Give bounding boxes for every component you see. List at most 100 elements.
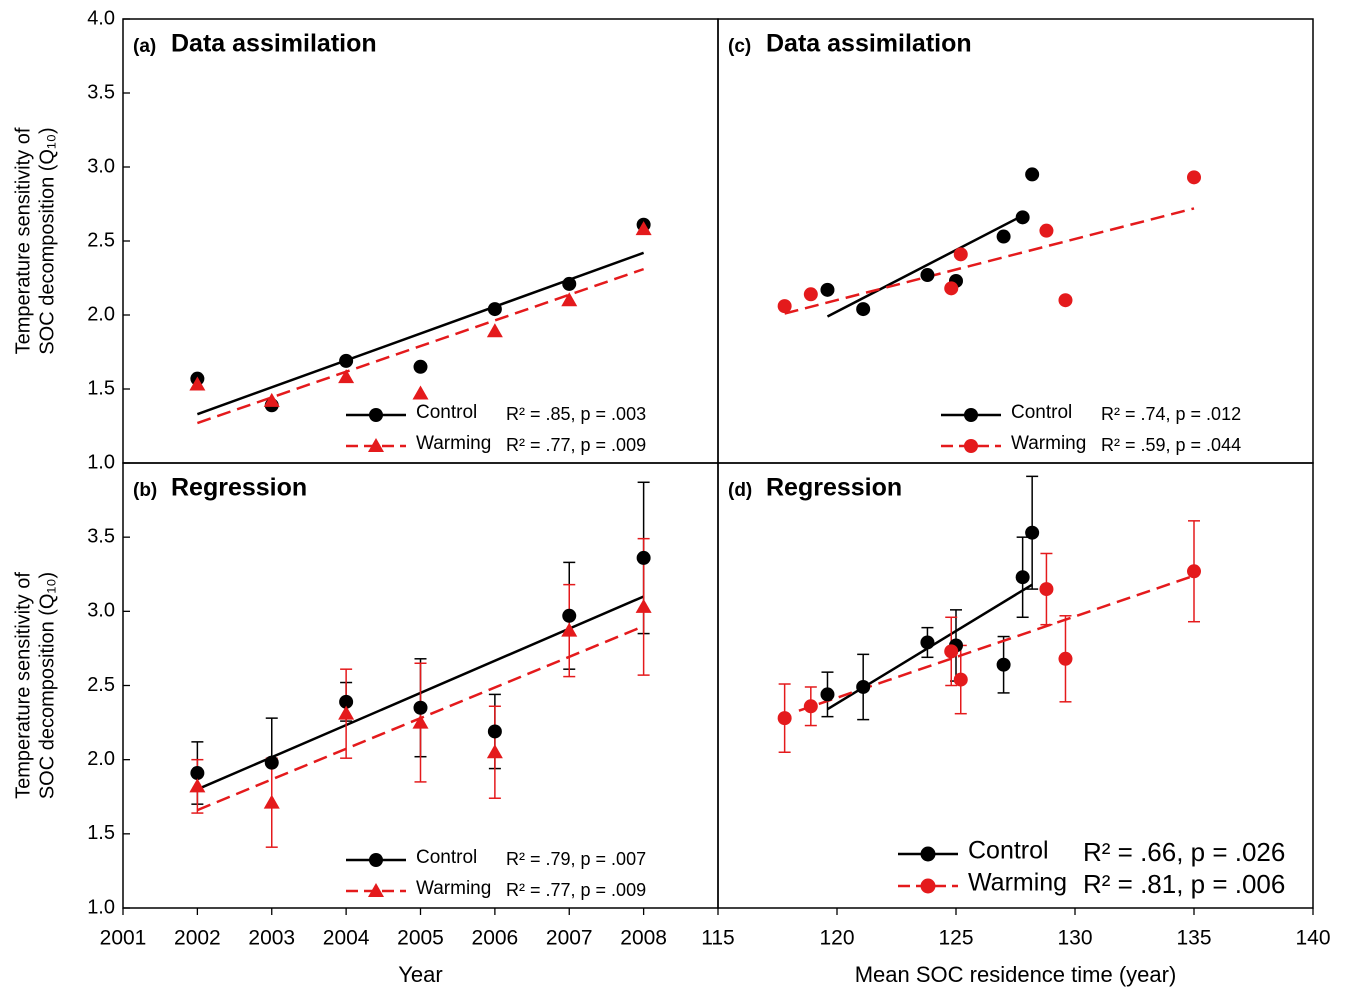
x-tick-label: 130 xyxy=(1057,927,1092,950)
legend-stat: R² = .79, p = .007 xyxy=(506,849,646,869)
y-tick-label: 2.0 xyxy=(87,748,115,770)
panel-title: Regression xyxy=(171,474,307,502)
fit-line xyxy=(196,267,645,425)
fit-line xyxy=(784,207,1195,315)
y-tick-label: 1.5 xyxy=(87,822,115,844)
marker xyxy=(856,679,871,694)
panel-frame xyxy=(717,462,1314,909)
marker xyxy=(263,392,280,407)
legend-marker xyxy=(920,878,936,894)
marker xyxy=(562,276,577,291)
marker xyxy=(486,744,503,759)
x-tick-label: 2006 xyxy=(472,927,519,950)
marker xyxy=(1187,170,1201,185)
y-tick-label: 2.0 xyxy=(87,303,115,325)
panel-label: (b) xyxy=(133,480,157,501)
marker xyxy=(1039,582,1054,597)
panel-label: (a) xyxy=(133,36,156,57)
marker xyxy=(636,550,651,565)
x-tick-label: 120 xyxy=(819,927,854,950)
marker xyxy=(944,281,959,296)
x-tick-label: 2002 xyxy=(174,927,221,950)
legend-label: Control xyxy=(1011,402,1072,423)
x-tick-label: 2003 xyxy=(248,927,295,950)
legend-stat: R² = .74, p = .012 xyxy=(1101,404,1241,424)
marker xyxy=(413,359,428,374)
legend-stat: R² = .81, p = .006 xyxy=(1083,869,1285,899)
legend-stat: R² = .85, p = .003 xyxy=(506,404,646,424)
marker xyxy=(944,644,959,659)
marker xyxy=(856,302,871,317)
marker xyxy=(412,714,429,729)
marker xyxy=(562,608,577,623)
marker xyxy=(996,229,1011,244)
legend-marker xyxy=(368,883,384,897)
panel-title: Data assimilation xyxy=(766,30,972,58)
marker xyxy=(920,635,935,650)
y-axis-label: Temperature sensitivity of xyxy=(12,127,34,354)
legend-label: Warming xyxy=(416,433,491,454)
marker xyxy=(189,376,206,391)
y-tick-label: 3.5 xyxy=(87,525,115,547)
y-tick-label: 3.0 xyxy=(87,600,115,622)
marker xyxy=(338,705,355,720)
legend-label: Control xyxy=(416,847,477,868)
y-tick-label: 3.0 xyxy=(87,155,115,177)
marker xyxy=(920,268,935,283)
x-tick-label: 2008 xyxy=(620,927,667,950)
x-tick-label: 2004 xyxy=(323,927,370,950)
legend-label: Warming xyxy=(1011,433,1086,454)
panel-title: Regression xyxy=(766,474,902,502)
x-tick-label: 115 xyxy=(701,927,734,950)
marker xyxy=(777,711,792,726)
legend-stat: R² = .66, p = .026 xyxy=(1083,837,1285,867)
x-tick-label: 140 xyxy=(1295,927,1330,950)
marker xyxy=(1058,293,1073,308)
marker xyxy=(777,299,792,314)
fit-line xyxy=(826,213,1026,318)
marker xyxy=(996,657,1011,672)
legend-marker xyxy=(964,439,978,453)
legend-stat: R² = .59, p = .044 xyxy=(1101,435,1241,455)
marker xyxy=(189,778,206,793)
x-tick-label: 2005 xyxy=(397,927,444,950)
legend-marker xyxy=(369,408,383,422)
marker xyxy=(803,699,818,714)
marker xyxy=(486,323,503,338)
marker xyxy=(190,766,205,781)
legend-label: Control xyxy=(968,837,1049,865)
panel-title: Data assimilation xyxy=(171,30,377,58)
marker xyxy=(561,622,578,637)
x-tick-label: 135 xyxy=(1176,927,1211,950)
marker xyxy=(412,385,429,400)
marker xyxy=(1015,210,1030,225)
marker xyxy=(953,247,968,262)
legend-label: Warming xyxy=(968,869,1067,897)
marker xyxy=(635,598,652,613)
legend-marker xyxy=(964,408,978,422)
panel-label: (d) xyxy=(728,480,752,501)
marker xyxy=(1039,223,1054,238)
y-axis-label: SOC decomposition (Q₁₀) xyxy=(36,572,58,799)
marker xyxy=(820,687,835,702)
marker xyxy=(1058,651,1073,666)
y-tick-label: 1.0 xyxy=(87,896,115,918)
marker xyxy=(1015,570,1030,585)
marker xyxy=(1025,167,1040,182)
panel-frame xyxy=(717,18,1314,464)
marker xyxy=(338,369,355,384)
x-tick-label: 125 xyxy=(938,927,973,950)
legend-stat: R² = .77, p = .009 xyxy=(506,435,646,455)
y-axis-label: SOC decomposition (Q₁₀) xyxy=(36,127,58,354)
legend-stat: R² = .77, p = .009 xyxy=(506,880,646,900)
y-tick-label: 3.5 xyxy=(87,81,115,103)
marker xyxy=(264,755,279,770)
y-axis-label: Temperature sensitivity of xyxy=(12,572,34,799)
marker xyxy=(1187,564,1201,579)
panel-label: (c) xyxy=(728,36,751,57)
marker xyxy=(339,694,354,709)
y-tick-label: 1.0 xyxy=(87,451,115,473)
y-tick-label: 1.5 xyxy=(87,377,115,399)
marker xyxy=(820,282,835,297)
